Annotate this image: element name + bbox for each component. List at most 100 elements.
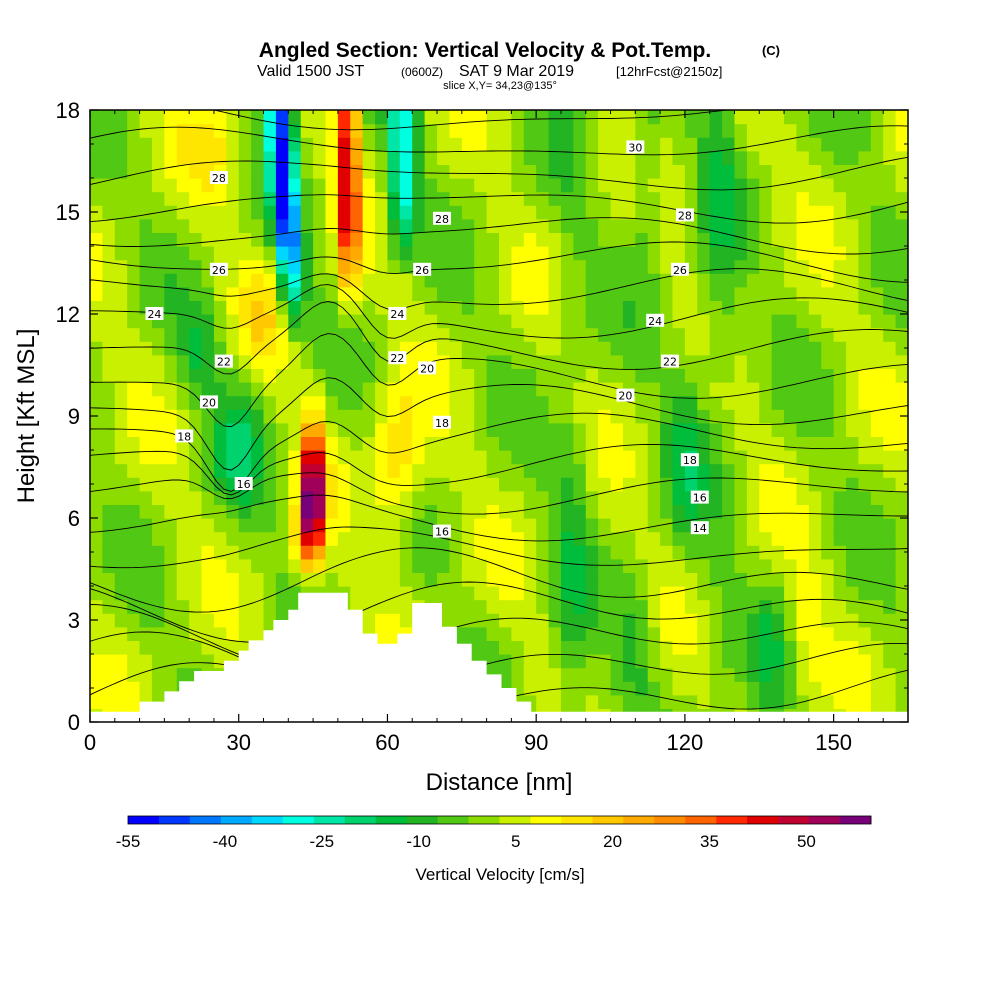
velocity-cell — [660, 300, 674, 315]
velocity-cell — [709, 409, 723, 424]
velocity-cell — [622, 314, 636, 329]
velocity-cell — [486, 477, 500, 492]
velocity-cell — [858, 395, 872, 410]
velocity-cell — [337, 273, 351, 288]
velocity-cell — [573, 259, 587, 274]
velocity-cell — [635, 218, 649, 233]
velocity-cell — [127, 300, 141, 315]
velocity-cell — [313, 572, 327, 587]
velocity-cell — [846, 490, 860, 505]
velocity-cell — [511, 395, 525, 410]
velocity-cell — [796, 314, 810, 329]
velocity-cell — [474, 558, 488, 573]
velocity-cell — [573, 382, 587, 397]
velocity-cell — [399, 409, 413, 424]
velocity-cell — [808, 354, 822, 369]
velocity-cell — [114, 613, 128, 628]
velocity-cell — [883, 490, 897, 505]
velocity-cell — [114, 314, 128, 329]
velocity-cell — [734, 681, 748, 696]
velocity-cell — [722, 681, 736, 696]
velocity-cell — [560, 531, 574, 546]
velocity-cell — [548, 368, 562, 383]
velocity-cell — [275, 218, 289, 233]
velocity-cell — [784, 259, 798, 274]
isentrope-line — [90, 268, 908, 311]
colorbar-tick-label: 50 — [797, 832, 816, 851]
velocity-cell — [784, 613, 798, 628]
velocity-cell — [461, 150, 475, 165]
velocity-cell — [821, 300, 835, 315]
velocity-cell — [387, 450, 401, 465]
velocity-cell — [387, 150, 401, 165]
colorbar-swatch — [685, 816, 717, 824]
velocity-cell — [660, 504, 674, 519]
velocity-cell — [102, 694, 116, 709]
velocity-cell — [660, 694, 674, 709]
velocity-cell — [164, 613, 178, 628]
velocity-cell — [622, 613, 636, 628]
velocity-cell — [573, 314, 587, 329]
velocity-cell — [560, 422, 574, 437]
velocity-cell — [238, 368, 252, 383]
velocity-cell — [251, 327, 265, 342]
velocity-cell — [560, 586, 574, 601]
velocity-cell — [474, 164, 488, 179]
velocity-cell — [511, 300, 525, 315]
velocity-cell — [139, 613, 153, 628]
velocity-cell — [722, 531, 736, 546]
velocity-cell — [684, 599, 698, 614]
velocity-cell — [511, 314, 525, 329]
velocity-cell — [387, 327, 401, 342]
velocity-cell — [127, 368, 141, 383]
velocity-cell — [746, 368, 760, 383]
velocity-cell — [697, 586, 711, 601]
velocity-cell — [622, 640, 636, 655]
velocity-cell — [746, 640, 760, 655]
velocity-cell — [821, 436, 835, 451]
svg-text:16: 16 — [693, 492, 707, 505]
velocity-cell — [139, 477, 153, 492]
velocity-cell — [139, 123, 153, 138]
velocity-cell — [883, 531, 897, 546]
velocity-cell — [858, 137, 872, 152]
velocity-cell — [858, 545, 872, 560]
colorbar-tick-label: 20 — [603, 832, 622, 851]
velocity-cell — [610, 191, 624, 206]
x-tick-label: 150 — [815, 730, 852, 755]
velocity-cell — [610, 218, 624, 233]
velocity-cell — [771, 341, 785, 356]
velocity-cell — [585, 545, 599, 560]
velocity-cell — [313, 178, 327, 193]
velocity-cell — [226, 178, 240, 193]
velocity-cell — [523, 558, 537, 573]
velocity-cell — [523, 382, 537, 397]
velocity-cell — [697, 368, 711, 383]
velocity-cell — [598, 477, 612, 492]
velocity-cell — [474, 586, 488, 601]
velocity-cell — [585, 150, 599, 165]
velocity-cell — [883, 368, 897, 383]
velocity-cell — [375, 368, 389, 383]
velocity-cell — [821, 123, 835, 138]
velocity-cell — [499, 259, 512, 274]
velocity-cell — [635, 123, 649, 138]
colorbar-label: Vertical Velocity [cm/s] — [415, 865, 584, 884]
colorbar: -55 -40 -25 -10 5 20 35 50 — [116, 815, 872, 851]
velocity-cell — [808, 246, 822, 261]
velocity-cell — [672, 681, 686, 696]
velocity-cell — [412, 463, 426, 478]
velocity-cell — [585, 123, 599, 138]
velocity-cell — [846, 300, 860, 315]
velocity-cell — [771, 626, 785, 641]
velocity-cell — [895, 490, 908, 505]
velocity-cell — [399, 599, 413, 614]
velocity-cell — [189, 463, 203, 478]
velocity-cell — [226, 259, 240, 274]
velocity-cell — [536, 599, 550, 614]
velocity-cell — [883, 382, 897, 397]
velocity-cell — [833, 586, 847, 601]
velocity-cell — [573, 354, 587, 369]
velocity-cell — [759, 409, 773, 424]
velocity-cell — [511, 368, 525, 383]
